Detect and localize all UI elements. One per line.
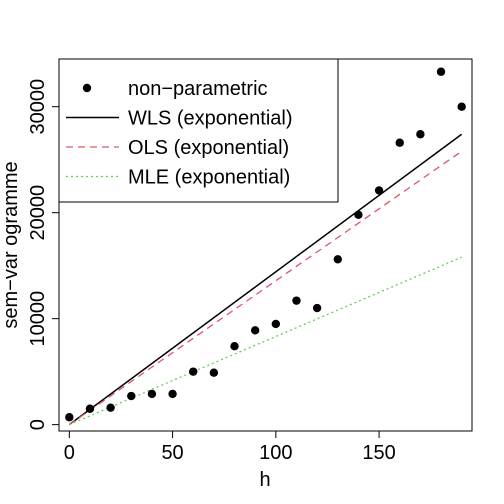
- legend-label: WLS (exponential): [128, 108, 293, 130]
- wls-fit-line: [68, 133, 463, 426]
- data-point: [395, 138, 404, 147]
- ols-fit-line: [68, 150, 463, 426]
- data-point: [147, 389, 157, 399]
- y-axis-label: sem−var ogramme: [0, 161, 22, 328]
- data-point: [271, 319, 281, 329]
- data-point: [65, 413, 74, 422]
- legend-box: [58, 58, 339, 203]
- x-tick-label: 0: [64, 442, 75, 464]
- legend-point-symbol: [82, 83, 92, 93]
- y-tick-label: 30000: [27, 79, 49, 135]
- data-point: [333, 255, 342, 264]
- x-axis-label: h: [259, 469, 270, 491]
- data-point: [292, 296, 301, 305]
- y-tick-label: 20000: [27, 185, 49, 241]
- data-point: [250, 326, 260, 335]
- y-tick-label: 0: [27, 419, 49, 430]
- data-point: [230, 342, 239, 351]
- legend: non−parametric WLS (exponential) OLS (expo…: [58, 58, 339, 203]
- data-point: [168, 389, 177, 399]
- legend-label: non−parametric: [128, 78, 268, 100]
- legend-label: OLS (exponential): [128, 137, 289, 159]
- data-point: [189, 367, 198, 376]
- data-point: [354, 210, 363, 219]
- data-point: [457, 102, 466, 111]
- data-point: [374, 186, 384, 195]
- data-point: [416, 130, 425, 139]
- data-point: [85, 404, 95, 413]
- legend-label: MLE (exponential): [128, 167, 290, 189]
- y-tick-label: 10000: [27, 291, 49, 347]
- data-point: [436, 67, 446, 76]
- data-point: [312, 303, 322, 313]
- x-tick-label: 100: [259, 442, 292, 464]
- mle-fit-line: [69, 256, 462, 426]
- data-point: [127, 391, 136, 401]
- x-tick-label: 50: [161, 442, 183, 464]
- data-point: [106, 403, 115, 412]
- x-tick-label: 150: [362, 442, 395, 464]
- data-point: [209, 368, 219, 377]
- data-points: [65, 67, 466, 422]
